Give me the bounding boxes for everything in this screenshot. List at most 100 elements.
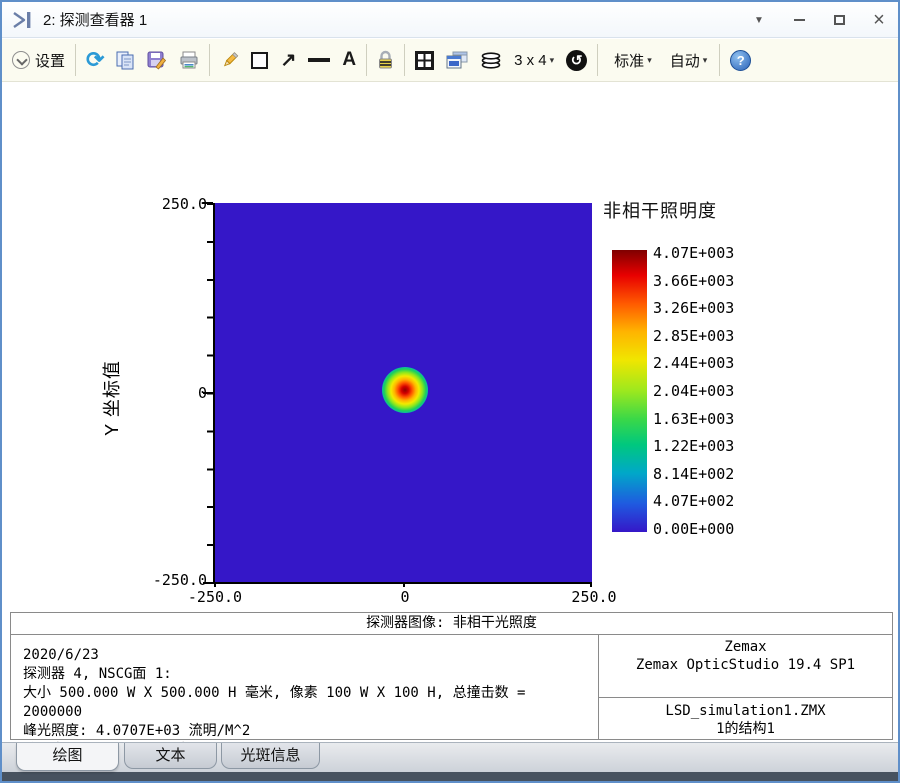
y-axis-tick bbox=[203, 392, 213, 394]
brand-name: Zemax bbox=[724, 639, 767, 655]
detail-date: 2020/6/23 bbox=[23, 647, 99, 663]
lock-icon bbox=[379, 50, 393, 69]
plot-title: 非相干照明度 bbox=[603, 201, 717, 221]
detector-viewer-icon bbox=[13, 11, 31, 28]
minimize-button[interactable] bbox=[790, 11, 808, 29]
line-annotation-button[interactable] bbox=[302, 43, 336, 77]
overlay-windows-icon bbox=[446, 51, 468, 69]
colorbar-label: 4.07E+002 bbox=[653, 492, 735, 510]
toolbar-separator bbox=[404, 44, 406, 76]
gaussian-spot bbox=[382, 367, 428, 413]
toolbar-separator bbox=[597, 44, 599, 76]
brand-version: Zemax OpticStudio 19.4 SP1 bbox=[635, 657, 856, 673]
y-tick-label: -250.0 bbox=[152, 571, 207, 589]
save-icon bbox=[147, 51, 167, 70]
toolbar: 设置 ⟳ bbox=[2, 39, 898, 82]
colorbar-label: 4.07E+003 bbox=[653, 244, 735, 262]
toolbar-separator bbox=[366, 44, 368, 76]
x-tick-label: -250.0 bbox=[187, 588, 243, 606]
x-axis-tick bbox=[403, 582, 405, 587]
detector-heatmap[interactable] bbox=[213, 203, 592, 584]
layers-stack-icon bbox=[481, 51, 501, 69]
toolbar-separator bbox=[719, 44, 721, 76]
settings-button[interactable]: 设置 bbox=[6, 43, 71, 77]
chevron-down-icon bbox=[12, 51, 30, 69]
y-axis-tick bbox=[203, 202, 213, 204]
chevron-down-icon: ▾ bbox=[702, 54, 708, 65]
detail-detector: 探测器 4, NSCG面 1: bbox=[23, 666, 172, 682]
toolbar-separator bbox=[209, 44, 211, 76]
bottom-tab-strip: 绘图 文本 光斑信息 bbox=[2, 742, 898, 772]
line-icon bbox=[308, 58, 331, 62]
save-button[interactable] bbox=[141, 43, 173, 77]
colorbar-label: 2.85E+003 bbox=[653, 327, 735, 345]
colorbar-label: 8.14E+002 bbox=[653, 465, 735, 483]
file-cell: LSD_simulation1.ZMX 1的结构1 bbox=[599, 698, 892, 739]
help-icon: ? bbox=[730, 49, 752, 71]
chevron-down-icon: ▾ bbox=[549, 54, 555, 65]
x-axis-tick bbox=[214, 582, 216, 587]
plot-region: 250.0 0 -250.0 -250.0 0 250.0 X 坐标值 Y 坐标… bbox=[2, 82, 898, 637]
window-bottom-bar bbox=[2, 772, 898, 781]
configuration-label: 1的结构1 bbox=[716, 721, 775, 737]
auto-dropdown[interactable]: 自动 ▾ bbox=[669, 52, 708, 70]
colorbar-label: 2.04E+003 bbox=[653, 382, 735, 400]
maximize-button[interactable] bbox=[830, 11, 848, 29]
y-axis-title: Y 坐标值 bbox=[102, 360, 122, 436]
text-annotation-button[interactable]: A bbox=[342, 49, 357, 70]
colorbar-label: 3.66E+003 bbox=[653, 272, 735, 290]
help-button[interactable]: ? bbox=[724, 43, 757, 77]
tab-spot-info[interactable]: 光斑信息 bbox=[221, 743, 320, 769]
y-tick-label: 250.0 bbox=[161, 195, 207, 213]
tab-plot[interactable]: 绘图 bbox=[16, 743, 119, 771]
pencil-annotation-button[interactable] bbox=[214, 43, 245, 77]
colorbar-label: 2.44E+003 bbox=[653, 354, 735, 372]
pencil-icon bbox=[224, 51, 239, 66]
info-panel: 探测器图像: 非相干光照度 2020/6/23 探测器 4, NSCG面 1: … bbox=[10, 612, 893, 758]
detail-peak: 峰光照度: 4.0707E+03 流明/M^2 bbox=[23, 723, 251, 739]
overlay-windows-button[interactable] bbox=[440, 43, 474, 77]
toolbar-separator bbox=[75, 44, 77, 76]
copy-button[interactable] bbox=[110, 43, 141, 77]
tab-text[interactable]: 文本 bbox=[124, 743, 217, 769]
colorbar-label: 1.22E+003 bbox=[653, 437, 735, 455]
minimize-icon bbox=[793, 19, 805, 21]
grid-size-dropdown[interactable]: 3 x 4 ▾ bbox=[514, 51, 555, 69]
quad-split-icon bbox=[415, 50, 435, 70]
window-title: 2: 探测查看器 1 bbox=[43, 12, 148, 29]
detector-details: 2020/6/23 探测器 4, NSCG面 1: 大小 500.000 W X… bbox=[11, 635, 599, 758]
window-menu-button[interactable]: ▼ bbox=[754, 14, 764, 26]
reset-zoom-icon: ↺ bbox=[566, 49, 588, 71]
colorbar-label: 1.63E+003 bbox=[653, 410, 735, 428]
chevron-down-icon: ▾ bbox=[647, 54, 652, 65]
print-button[interactable] bbox=[173, 43, 205, 77]
lock-button[interactable] bbox=[371, 43, 400, 77]
detail-size: 大小 500.000 W X 500.000 H 毫米, 像素 100 W X … bbox=[23, 685, 526, 720]
y-tick-label: 0 bbox=[197, 384, 207, 402]
copy-icon bbox=[116, 51, 134, 69]
arrow-annotation-button[interactable]: ↗ bbox=[280, 49, 297, 71]
rectangle-icon bbox=[251, 51, 269, 69]
x-axis-tick bbox=[590, 582, 592, 587]
colorbar-label: 0.00E+000 bbox=[653, 520, 735, 538]
x-tick-label: 0 bbox=[400, 588, 410, 606]
info-panel-header: 探测器图像: 非相干光照度 bbox=[11, 613, 892, 635]
x-tick-label: 250.0 bbox=[571, 588, 617, 606]
split-view-button[interactable] bbox=[409, 43, 440, 77]
print-icon bbox=[180, 51, 198, 68]
maximize-icon bbox=[833, 15, 845, 25]
title-bar: 2: 探测查看器 1 ▼ × bbox=[2, 2, 898, 38]
file-name: LSD_simulation1.ZMX bbox=[665, 703, 826, 719]
layers-stack-button[interactable] bbox=[474, 43, 508, 77]
y-axis-minor-ticks bbox=[207, 203, 213, 585]
colorbar-label: 3.26E+003 bbox=[653, 299, 735, 317]
brand-cell: Zemax Zemax OpticStudio 19.4 SP1 bbox=[599, 635, 892, 698]
rectangle-annotation-button[interactable] bbox=[245, 43, 274, 77]
close-button[interactable]: × bbox=[873, 9, 885, 31]
colorbar bbox=[612, 250, 647, 532]
reset-zoom-button[interactable]: ↺ bbox=[560, 43, 593, 77]
refresh-button[interactable]: ⟳ bbox=[86, 47, 105, 72]
y-axis-tick bbox=[203, 582, 213, 584]
standard-dropdown[interactable]: 标准 ▾ bbox=[614, 52, 652, 70]
